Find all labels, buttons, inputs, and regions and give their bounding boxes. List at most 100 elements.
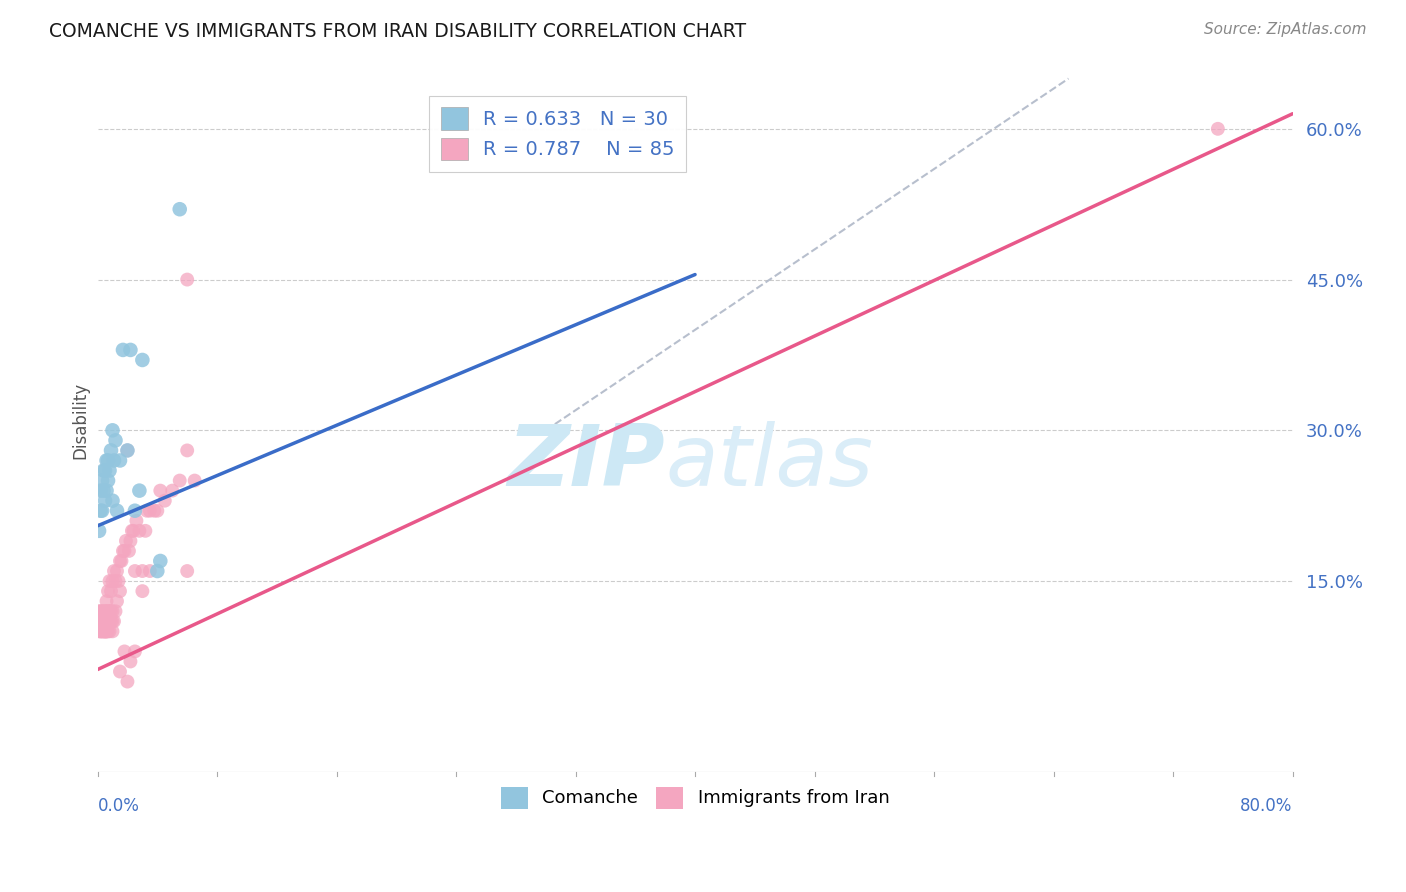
Point [105,594,128,608]
Point [96,453,118,467]
Point [96,624,118,639]
Point [107,574,129,588]
Point [124,644,146,658]
Point [124,504,146,518]
Text: 0.0%: 0.0% [97,797,139,815]
Point [169,202,191,217]
Point [117,443,139,458]
Point [108,453,131,467]
Point [101,423,124,437]
Point [94,493,117,508]
Point [111,343,134,357]
Point [91,624,114,639]
Point [96,624,118,639]
Point [98,614,121,628]
Text: ZIP: ZIP [508,421,665,504]
Point [101,614,124,628]
Point [98,574,121,588]
Point [118,544,141,558]
Text: COMANCHE VS IMMIGRANTS FROM IRAN DISABILITY CORRELATION CHART: COMANCHE VS IMMIGRANTS FROM IRAN DISABIL… [49,22,747,41]
Point [153,493,176,508]
Point [183,474,205,488]
Point [97,604,120,618]
Point [93,614,115,628]
Point [100,604,122,618]
Point [90,604,112,618]
Point [120,533,142,548]
Point [108,554,131,568]
Point [96,624,118,639]
Point [90,483,112,498]
Point [101,604,124,618]
Point [117,443,139,458]
Point [91,474,114,488]
Point [122,524,145,538]
Point [97,453,120,467]
Point [97,474,120,488]
Point [96,594,118,608]
Point [91,614,114,628]
Point [104,604,127,618]
Point [87,604,110,618]
Point [149,483,172,498]
Point [94,624,117,639]
Point [100,443,122,458]
Point [94,463,117,477]
Text: 80.0%: 80.0% [1240,797,1292,815]
Point [90,504,112,518]
Point [162,483,184,498]
Point [120,343,142,357]
Point [108,665,131,679]
Point [91,624,114,639]
Point [87,524,110,538]
Point [87,614,110,628]
Point [103,614,125,628]
Point [108,584,131,599]
Point [97,584,120,599]
Point [124,564,146,578]
Point [110,554,132,568]
Point [101,493,124,508]
Point [91,614,114,628]
Point [128,483,150,498]
Point [131,353,153,368]
Point [104,434,127,448]
Point [176,272,198,286]
Point [94,614,117,628]
Point [139,504,162,518]
Point [103,564,125,578]
Point [1206,121,1229,136]
Point [114,644,136,658]
Point [105,504,128,518]
Point [93,483,115,498]
Point [135,504,157,518]
Point [117,674,139,689]
Point [91,504,114,518]
Point [98,604,121,618]
Point [101,574,124,588]
Point [169,474,191,488]
Point [149,554,172,568]
Point [87,624,110,639]
Point [93,624,115,639]
Point [94,624,117,639]
Point [111,544,134,558]
Point [96,614,118,628]
Point [93,624,115,639]
Point [114,544,136,558]
Point [90,624,112,639]
Point [96,604,118,618]
Point [105,564,128,578]
Text: Source: ZipAtlas.com: Source: ZipAtlas.com [1204,22,1367,37]
Point [146,564,169,578]
Point [176,564,198,578]
Point [97,614,120,628]
Point [143,504,166,518]
Point [104,574,127,588]
Point [91,604,114,618]
Point [100,614,122,628]
Y-axis label: Disability: Disability [72,382,89,458]
Point [120,655,142,669]
Point [115,533,138,548]
Point [103,453,125,467]
